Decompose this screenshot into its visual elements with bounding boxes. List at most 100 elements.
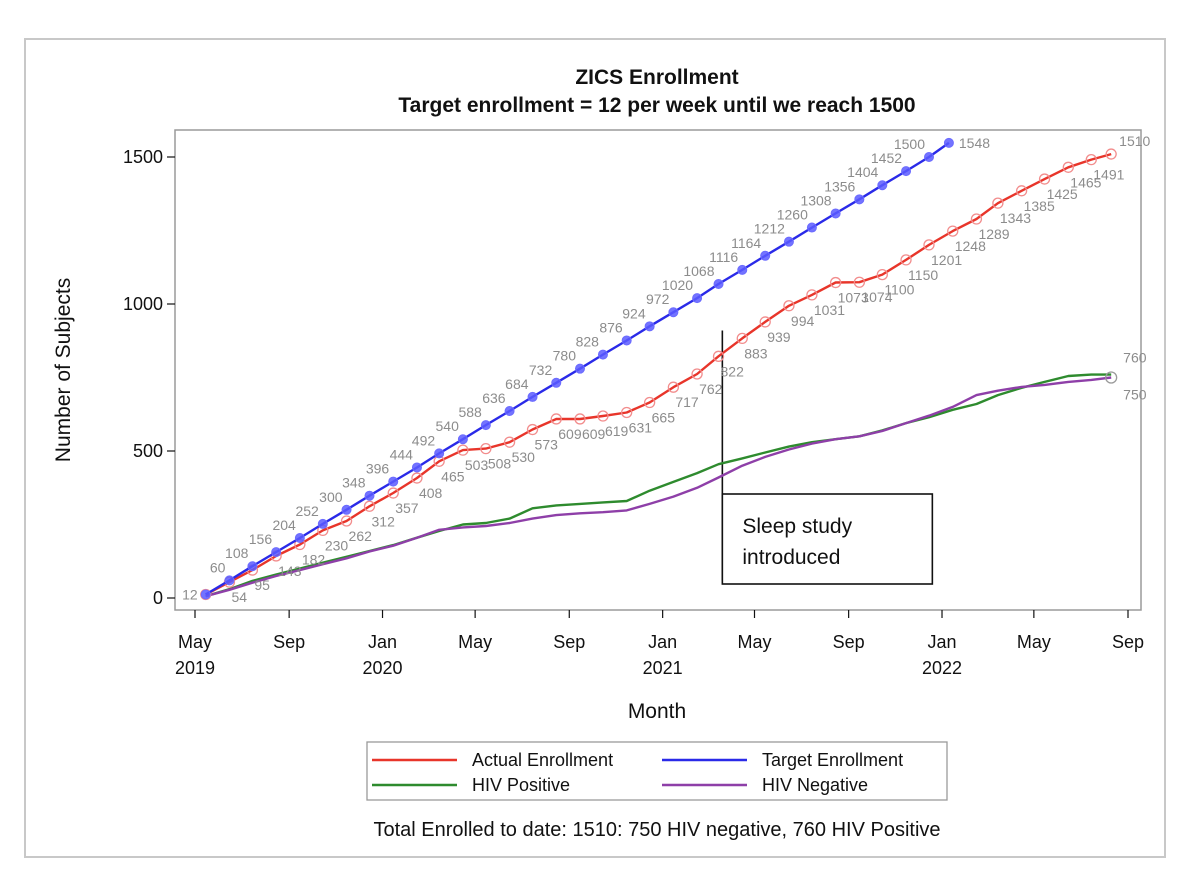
actual-data-label: 1031: [814, 302, 845, 318]
actual-point: [457, 444, 469, 456]
y-tick-label: 1000: [123, 294, 163, 314]
actual-data-label: 530: [512, 449, 536, 465]
actual-point: [480, 442, 492, 455]
target-point: [644, 321, 655, 332]
data-labels: 1260108156204252300348396444492540588636…: [182, 133, 1150, 605]
actual-data-label: 573: [535, 437, 559, 453]
y-axis: 0 500 1000 1500: [123, 147, 175, 608]
actual-point: [970, 213, 983, 225]
actual-data-label: 1074: [861, 289, 892, 305]
actual-data-label: 883: [744, 345, 768, 361]
target-point: [527, 391, 538, 402]
chart-frame: [24, 38, 1166, 858]
target-point: [854, 194, 865, 205]
target-point: [341, 504, 352, 515]
actual-data-label: 1491: [1093, 167, 1124, 183]
target-point: [668, 307, 679, 318]
target-data-label: 540: [436, 418, 460, 434]
y-axis-label: Number of Subjects: [52, 278, 75, 462]
x-tick-label: Sep: [553, 632, 585, 652]
actual-data-label: 762: [699, 381, 723, 397]
series-layer: [200, 137, 1118, 601]
target-point: [783, 236, 794, 247]
actual-point: [900, 254, 912, 266]
target-point: [877, 180, 888, 191]
x-tick-label: Jan: [368, 632, 397, 652]
actual-data-label: 357: [395, 500, 419, 516]
actual-point: [691, 368, 703, 380]
target-data-label: 1452: [871, 150, 902, 166]
target-point: [943, 137, 954, 148]
target-data-label: 492: [412, 432, 436, 448]
target-point: [224, 575, 235, 586]
x-tick-label: May: [458, 632, 492, 652]
target-data-label: 828: [576, 334, 600, 350]
target-data-label: 876: [599, 319, 623, 335]
target-data-label: 1020: [662, 277, 693, 293]
actual-point: [947, 225, 959, 237]
target-data-label: 1356: [824, 178, 855, 194]
target-data-label: 348: [342, 475, 366, 491]
actual-data-label: 1343: [1000, 210, 1031, 226]
actual-point: [363, 500, 376, 512]
target-data-label: 588: [458, 404, 482, 420]
actual-data-label: 619: [605, 423, 629, 439]
actual-point: [667, 381, 680, 393]
actual-point: [550, 413, 562, 425]
target-point: [317, 518, 328, 529]
x-tick-label: May: [1017, 632, 1051, 652]
actual-data-label: 1289: [978, 226, 1009, 242]
actual-data-label: 822: [721, 363, 745, 379]
target-data-label: 252: [295, 503, 319, 519]
actual-point: [876, 268, 888, 281]
target-point: [457, 434, 468, 445]
target-point: [806, 222, 817, 233]
actual-data-label: 631: [629, 419, 653, 435]
actual-data-label: 262: [349, 528, 373, 544]
target-data-label: 732: [529, 362, 553, 378]
target-data-label: 972: [646, 291, 670, 307]
plot-area: [174, 129, 1142, 611]
actual-point: [806, 289, 818, 301]
target-point: [737, 264, 748, 275]
actual-point: [1062, 161, 1074, 173]
annotation-text: Sleep study: [742, 515, 852, 538]
footnote: Total Enrolled to date: 1510: 750 HIV ne…: [373, 819, 940, 841]
actual-point: [574, 413, 586, 425]
target-point: [480, 420, 491, 431]
actual-point: [853, 276, 866, 288]
target-point: [621, 335, 632, 346]
target-data-label: 108: [225, 545, 249, 561]
actual-data-label: 665: [652, 409, 676, 425]
actual-point: [597, 410, 609, 422]
target-data-label: 60: [210, 559, 226, 575]
legend-label: HIV Negative: [762, 775, 868, 795]
actual-data-label: 1150: [908, 267, 938, 283]
legend-label: Target Enrollment: [762, 750, 903, 770]
target-point: [901, 166, 912, 177]
target-point: [247, 561, 258, 572]
actual-data-label: 1425: [1047, 186, 1078, 202]
actual-point: [621, 406, 633, 419]
target-data-label: 1548: [959, 135, 990, 151]
y-tick-label: 0: [153, 588, 163, 608]
hiv-end-point: [1105, 371, 1118, 384]
legend-item-hiv-positive: HIV Positive: [372, 775, 570, 795]
target-point: [760, 250, 771, 261]
actual-point: [1105, 148, 1117, 160]
target-point: [364, 490, 375, 501]
x-tick-label: Sep: [833, 632, 865, 652]
target-point: [388, 476, 399, 487]
x-tick-year-label: 2021: [643, 658, 683, 678]
y-tick-label: 500: [133, 441, 163, 461]
x-tick-label: Jan: [648, 632, 677, 652]
actual-data-label: 609: [582, 426, 606, 442]
annotation-box: [721, 493, 934, 585]
target-data-label: 1260: [777, 207, 808, 223]
series-target-enrollment: [200, 137, 954, 600]
end-data-label: 760: [1123, 350, 1147, 366]
legend-item-target-enrollment: Target Enrollment: [662, 750, 903, 770]
actual-point: [923, 239, 935, 251]
target-point: [271, 547, 282, 558]
